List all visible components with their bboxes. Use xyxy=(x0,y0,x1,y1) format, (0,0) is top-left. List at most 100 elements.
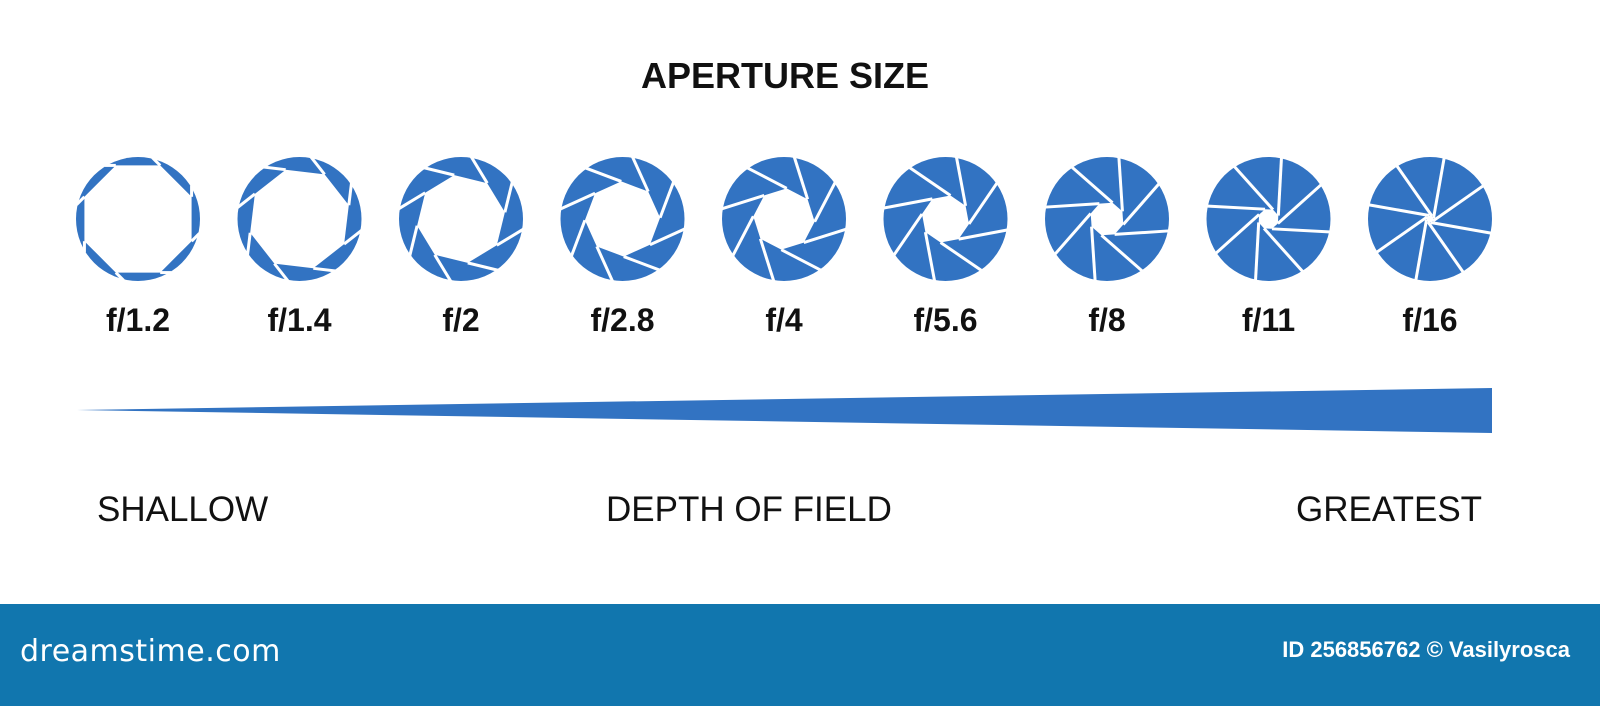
aperture-blade-edge xyxy=(558,191,596,211)
aperture-blade-edge xyxy=(803,227,848,245)
f-stop-label: f/5.6 xyxy=(913,302,978,338)
aperture-icons xyxy=(75,155,1493,283)
aperture-blade-edge xyxy=(246,232,252,256)
aperture-blade-edge xyxy=(792,155,810,200)
aperture-icon xyxy=(1205,156,1332,282)
aperture-blade-edge xyxy=(1114,229,1170,236)
aperture-blade-edge xyxy=(273,262,290,283)
f-stop-label: f/2 xyxy=(442,302,480,338)
aperture-blade-edge xyxy=(569,219,587,258)
aperture-icon xyxy=(1044,156,1170,282)
aperture-blade-edge xyxy=(813,180,837,223)
aperture-blade-edge xyxy=(397,191,426,211)
aperture-blade-edge xyxy=(892,213,924,257)
f-stop-label: f/16 xyxy=(1402,302,1458,338)
aperture-opening xyxy=(1426,215,1434,223)
aperture-icon xyxy=(236,155,363,283)
aperture-blade-edge xyxy=(75,195,86,206)
image-credit: ID 256856762 © Vasilyrosca xyxy=(1282,637,1570,662)
aperture-blade-edge xyxy=(151,156,162,167)
aperture-blade-edge xyxy=(408,225,419,257)
aperture-blade-edge xyxy=(649,227,687,247)
aperture-blade-edge xyxy=(1271,227,1332,234)
aperture-blade-edge xyxy=(1090,226,1097,282)
f-stop-label: f/2.8 xyxy=(590,302,655,338)
aperture-blade-edge xyxy=(758,238,776,283)
footer-bar: dreamstime.com ID 256856762 © Vasilyrosc… xyxy=(0,604,1600,706)
aperture-blade-edge xyxy=(190,232,201,243)
page-title: APERTURE SIZE xyxy=(640,55,930,96)
aperture-opening xyxy=(753,188,815,250)
aperture-icon xyxy=(1367,156,1493,282)
aperture-blade-edge xyxy=(423,166,455,177)
aperture-blade-edge xyxy=(1276,156,1284,216)
aperture-opening xyxy=(417,175,505,263)
aperture-blade-edge xyxy=(1069,165,1114,204)
aperture-blade-edge xyxy=(1394,163,1434,217)
aperture-blade-edge xyxy=(954,155,968,207)
aperture-blade-edge xyxy=(1117,156,1124,212)
aperture-blade-edge xyxy=(343,229,363,246)
aperture-blade-edge xyxy=(584,166,622,183)
aperture-blade-edge xyxy=(720,193,765,211)
aperture-blade-edge xyxy=(658,180,676,219)
depth-of-field-wedge xyxy=(77,388,1492,433)
aperture-icon xyxy=(882,155,1009,283)
aperture-blade-edge xyxy=(780,248,823,272)
aperture-blade-edge xyxy=(1253,222,1261,282)
shallow-label: SHALLOW xyxy=(97,490,269,529)
f-stop-label: f/8 xyxy=(1088,302,1126,338)
aperture-blade-edge xyxy=(623,255,661,272)
f-stop-label: f/1.2 xyxy=(105,302,171,338)
aperture-blade-edge xyxy=(496,227,525,247)
aperture-blade-edge xyxy=(1374,215,1428,255)
f-stop-label: f/4 xyxy=(765,302,803,338)
aperture-opening xyxy=(84,165,192,273)
aperture-blade-edge xyxy=(595,245,615,283)
aperture-blade-edge xyxy=(939,241,984,273)
f-stop-label: f/11 xyxy=(1241,302,1296,338)
dreamstime-logo: dreamstime.com xyxy=(20,634,281,669)
aperture-opening xyxy=(1090,202,1124,236)
aperture-blade-edge xyxy=(630,155,650,193)
aperture-blade-edge xyxy=(469,155,489,184)
greatest-label: GREATEST xyxy=(1296,490,1483,529)
aperture-blade-edge xyxy=(745,166,788,190)
aperture-blade-edge xyxy=(1432,183,1486,223)
aperture-blade-edge xyxy=(1044,202,1100,209)
aperture-blade-edge xyxy=(1432,156,1446,219)
aperture-blade-edge xyxy=(958,228,1009,241)
aperture-opening xyxy=(1258,209,1279,229)
aperture-blade-edge xyxy=(882,197,933,210)
aperture-blade-edge xyxy=(923,231,937,283)
aperture-blade-edge xyxy=(1122,181,1161,226)
aperture-blade-edge xyxy=(1100,234,1145,273)
aperture-blade-edge xyxy=(236,192,256,209)
aperture-blade-edge xyxy=(1213,213,1261,256)
aperture-opening xyxy=(584,181,661,257)
aperture-opening xyxy=(250,169,349,269)
aperture-icon xyxy=(720,155,848,283)
aperture-blade-edge xyxy=(1053,212,1092,257)
aperture-blade-edge xyxy=(907,165,952,197)
aperture-blade-edge xyxy=(1262,227,1305,274)
aperture-blade-edge xyxy=(1232,164,1275,211)
aperture-blade-edge xyxy=(263,165,286,172)
aperture-blade-edge xyxy=(1426,221,1466,275)
aperture-blade-edge xyxy=(731,215,755,258)
aperture-opening xyxy=(922,195,969,243)
aperture-blade-edge xyxy=(967,181,999,225)
aperture-blade-edge xyxy=(1205,204,1266,211)
aperture-blade-edge xyxy=(313,266,336,273)
aperture-blade-edge xyxy=(433,254,453,283)
aperture-blade-edge xyxy=(309,155,326,176)
aperture-blade-edge xyxy=(1430,221,1493,235)
aperture-blade-edge xyxy=(114,271,125,282)
f-stop-label: f/1.4 xyxy=(267,302,332,338)
aperture-icon xyxy=(558,155,687,283)
aperture-blade-edge xyxy=(1367,203,1430,217)
aperture-blade-edge xyxy=(467,261,499,272)
aperture-icon xyxy=(75,156,201,282)
aperture-blade-edge xyxy=(1276,182,1324,225)
aperture-icon xyxy=(397,155,525,283)
